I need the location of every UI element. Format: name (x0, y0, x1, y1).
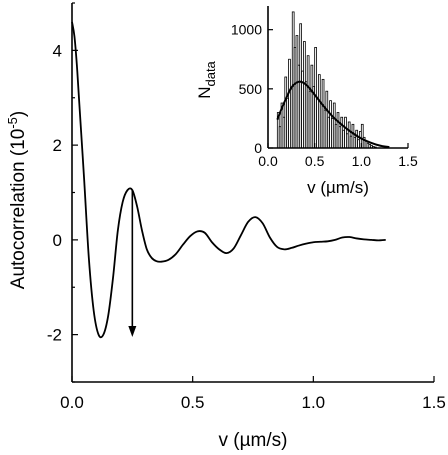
inset-bars (276, 11, 377, 149)
main-x-tick-label: 0.0 (60, 393, 84, 412)
main-ticks (71, 2, 435, 383)
inset-ticks (267, 29, 409, 149)
inset-tick-labels: 0.0 0.5 1.0 1.5 0 500 1000 (231, 22, 418, 169)
inset-x-axis-label: v (µm/s) (307, 178, 369, 197)
inset-fit-curve (276, 80, 390, 149)
main-x-tick-label: 1.5 (422, 393, 446, 412)
inset-x-tick-label: 0.0 (258, 153, 278, 169)
main-x-tick-label: 0.5 (181, 393, 205, 412)
inset-x-tick-label: 1.5 (398, 153, 418, 169)
main-y-axis-label: Autocorrelation (10-5) (5, 111, 29, 289)
main-axes: 0.0 0.5 1.0 1.5 -2 0 2 4 v (µm/s) Autocorrelati… (5, 2, 446, 451)
main-y-axis-label-main: Autocorrelation (10 (8, 129, 29, 290)
main-y-tick-label: -2 (47, 326, 62, 345)
inset-x-tick-label: 0.5 (305, 153, 325, 169)
inset-y-tick-label: 500 (239, 81, 263, 97)
inset-y-tick-label: 0 (254, 140, 262, 156)
main-y-axis-label-tail: ) (8, 111, 29, 117)
autocorrelation-curve (71, 21, 386, 339)
main-x-tick-label: 1.0 (302, 393, 326, 412)
inset-y-axis-label-main: N (195, 87, 214, 99)
main-y-axis-label-exponent: -5 (5, 117, 20, 129)
main-x-axis-label: v (µm/s) (219, 430, 288, 451)
inset-y-axis-label-sub: data (203, 60, 218, 86)
inset-x-tick-label: 1.0 (352, 153, 372, 169)
inset-y-tick-label: 1000 (231, 22, 262, 38)
arrow-head (128, 325, 137, 337)
inset-y-axis-label: Ndata (195, 60, 218, 98)
main-y-tick-label: 0 (53, 231, 62, 250)
main-y-tick-label: 2 (53, 136, 62, 155)
arrow-annotation (128, 190, 137, 337)
inset-histogram: 0.0 0.5 1.0 1.5 0 500 1000 v (µm/s) Ndata (195, 6, 418, 197)
main-tick-labels: 0.0 0.5 1.0 1.5 -2 0 2 4 (47, 41, 446, 412)
main-y-tick-label: 4 (53, 41, 62, 60)
